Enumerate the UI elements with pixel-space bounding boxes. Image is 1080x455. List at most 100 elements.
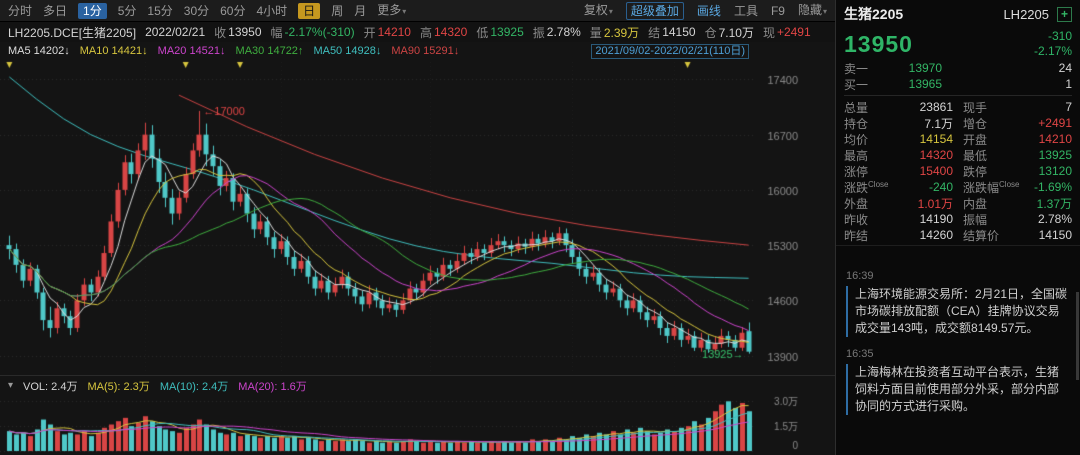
quote-label: 总量 xyxy=(844,100,869,115)
ma-legend-item: MA20 14521↓ xyxy=(157,45,226,57)
period-tab[interactable]: 周 xyxy=(331,3,344,18)
info-label: 幅 xyxy=(270,25,283,40)
order-book-row: 卖一 13970 24 xyxy=(844,60,1072,76)
ma-legend-item: MA50 14928↓ xyxy=(313,45,382,57)
news-text: 上海环境能源交易所：2月21日，全国碳市场碳排放配额（CEA）挂牌协议交易成交量… xyxy=(846,286,1070,337)
info-segment: 振 2.78% xyxy=(533,24,581,41)
scrollbar[interactable] xyxy=(1076,292,1079,380)
period-tab[interactable]: 分时 xyxy=(8,3,33,18)
info-segment: 现 +2491 xyxy=(763,24,811,41)
info-label: 结 xyxy=(648,25,661,40)
quote-value: 7.1万 xyxy=(924,116,953,131)
toolbar-button[interactable]: 隐藏▾ xyxy=(797,2,827,17)
quote-row: 总量 23861 现手 7 xyxy=(844,99,1072,115)
quote-value: 14260 xyxy=(919,228,953,242)
quote-panel: 生猪2205 LH2205 + 13950 -310 -2.17% 卖一 1397… xyxy=(835,0,1080,455)
contract-name: 生猪2205 xyxy=(844,6,904,22)
news-text: 上海梅林在投资者互动平台表示，生猪饲料方面目前使用部分外采，部分内部协同的方式进… xyxy=(846,364,1070,415)
info-segment: 开 14210 xyxy=(364,24,411,41)
quote-row: 外盘 1.01万 内盘 1.37万 xyxy=(844,195,1072,211)
volume-chart[interactable] xyxy=(0,395,835,455)
info-label: 仓 xyxy=(704,25,717,40)
info-label: 高 xyxy=(419,25,432,40)
info-value: 2.39万 xyxy=(603,25,640,40)
volume-legend-item: VOL: 2.4万 xyxy=(23,380,78,393)
quote-label: 涨跌Close xyxy=(844,179,889,195)
quote-value: -240 xyxy=(928,180,953,194)
ma-legend-bar: MA5 14202↓ MA10 14421↓ MA20 14521↓ MA30 147… xyxy=(0,42,835,60)
period-tab[interactable]: 1分 xyxy=(78,2,107,19)
period-tab[interactable]: 多日 xyxy=(43,3,68,18)
price-change-pct: -2.17% xyxy=(1033,44,1072,58)
collapse-triangle-icon[interactable]: ▾ xyxy=(8,380,14,391)
info-segment: 幅 -2.17%(-310) xyxy=(271,24,355,41)
book-price: 13970 xyxy=(908,61,943,75)
news-timestamp: 16:35 xyxy=(846,348,874,360)
info-segment: 2022/02/21 xyxy=(145,25,205,39)
last-price-block: 13950 -310 -2.17% xyxy=(836,28,1080,60)
quote-label: 最高 xyxy=(844,148,869,163)
news-item[interactable]: 16:39 上海环境能源交易所：2月21日，全国碳市场碳排放配额（CEA）挂牌协议… xyxy=(846,270,1070,337)
ma-legend-item: MA5 14202↓ xyxy=(8,45,70,57)
info-value: 13925 xyxy=(490,25,524,39)
volume-legend-item: MA(5): 2.3万 xyxy=(87,380,150,393)
toolbar-button[interactable]: 超级叠加 xyxy=(625,1,684,20)
quote-label: 开盘 xyxy=(963,132,988,147)
date-range-label[interactable]: 2021/09/02-2022/02/21(110日) xyxy=(591,43,749,59)
toolbar-button[interactable]: 画线 xyxy=(696,3,721,18)
info-value: 13950 xyxy=(228,25,262,39)
period-tab[interactable]: 更多▾ xyxy=(377,2,407,17)
quote-label: 昨结 xyxy=(844,228,869,243)
info-segment: 高 14320 xyxy=(420,24,467,41)
quote-label: 振幅 xyxy=(963,212,988,227)
quote-label: 均价 xyxy=(844,132,869,147)
price-change-block: -310 -2.17% xyxy=(1034,29,1072,59)
period-tab[interactable]: 月 xyxy=(354,3,367,18)
quote-row: 涨停 15400 跌停 13120 xyxy=(844,163,1072,179)
news-item[interactable]: 16:35 上海梅林在投资者互动平台表示，生猪饲料方面目前使用部分外采，部分内部协… xyxy=(846,348,1070,415)
info-value: -2.17%(-310) xyxy=(284,25,355,39)
main-chart-area xyxy=(0,60,835,375)
period-tab[interactable]: 4小时 xyxy=(256,3,288,18)
quote-label: 外盘 xyxy=(844,196,869,211)
book-qty: 1 xyxy=(1065,77,1072,91)
book-price: 13965 xyxy=(908,77,943,91)
book-qty: 24 xyxy=(1058,61,1072,75)
period-tab[interactable]: 60分 xyxy=(220,3,246,18)
quote-label: 涨跌幅Close xyxy=(963,179,1020,195)
period-tab[interactable]: 30分 xyxy=(183,3,210,18)
info-segment: 量 2.39万 xyxy=(590,24,639,41)
period-tab[interactable]: 日 xyxy=(298,2,321,19)
quote-value: -1.69% xyxy=(1033,180,1072,194)
quote-row: 持仓 7.1万 增仓 +2491 xyxy=(844,115,1072,131)
period-tab[interactable]: 15分 xyxy=(147,3,173,18)
quote-value: 14320 xyxy=(919,148,953,162)
volume-legend-item: MA(10): 2.4万 xyxy=(159,380,229,393)
contract-code: LH2205 xyxy=(1003,6,1049,22)
toolbar-button[interactable]: 工具 xyxy=(733,3,758,18)
quote-value: 2.78% xyxy=(1037,212,1072,226)
price-change: -310 xyxy=(1047,29,1072,43)
ma-legend-item: MA10 14421↓ xyxy=(79,45,148,57)
info-segment: 结 14150 xyxy=(648,24,695,41)
info-value: 7.10万 xyxy=(718,25,754,40)
quote-detail-grid: 总量 23861 现手 7 持仓 7.1万 增仓 +2491 均价 14154 开盘 14210 最高 1… xyxy=(836,99,1080,243)
quote-label: 涨停 xyxy=(844,164,869,179)
period-tab[interactable]: 5分 xyxy=(117,3,137,18)
quote-value: 7 xyxy=(1065,100,1072,114)
caret-down-icon: ▾ xyxy=(402,6,407,16)
order-book: 卖一 13970 24 买一 13965 1 xyxy=(836,60,1080,92)
toolbar-button[interactable]: 复权▾ xyxy=(583,2,613,17)
chart-panel: 分时 多日 1分 5分 15分 30分 60分 4小时日周月更多▾ 复权▾ 超级叠加 画线 工具 F9… xyxy=(0,0,835,455)
quote-label: 最低 xyxy=(963,148,988,163)
quote-label: 现手 xyxy=(963,100,988,115)
caret-down-icon: ▾ xyxy=(822,6,827,16)
add-watch-button[interactable]: + xyxy=(1057,6,1072,22)
divider xyxy=(844,95,1072,96)
info-label: 现 xyxy=(762,25,775,40)
info-segment: LH2205.DCE[生猪2205] xyxy=(8,24,136,41)
toolbar-button[interactable]: F9 xyxy=(770,3,785,18)
candlestick-chart[interactable] xyxy=(0,60,835,375)
quote-value: 14210 xyxy=(1038,132,1072,146)
volume-chart-area xyxy=(0,395,835,455)
